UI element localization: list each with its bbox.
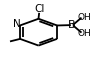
Text: OH: OH	[77, 13, 91, 22]
Text: B: B	[68, 20, 76, 30]
Text: N: N	[13, 19, 21, 29]
Text: Cl: Cl	[34, 4, 45, 14]
Text: OH: OH	[77, 29, 91, 38]
